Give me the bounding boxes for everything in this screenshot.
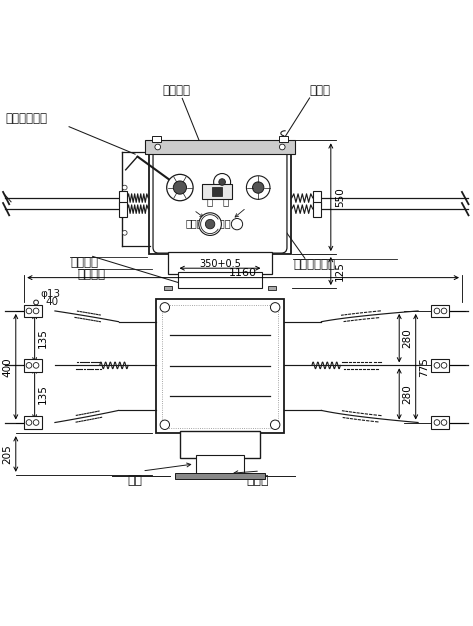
Bar [162, 304, 278, 428]
Text: 1160: 1160 [229, 268, 257, 278]
Text: 已储能: 已储能 [214, 218, 231, 228]
Circle shape [214, 173, 231, 190]
Text: 125: 125 [335, 261, 345, 281]
Bar [279, 136, 289, 142]
Circle shape [199, 213, 221, 235]
Circle shape [231, 218, 243, 230]
Bar [431, 305, 449, 317]
Text: 合: 合 [223, 197, 229, 207]
Circle shape [205, 219, 215, 229]
Circle shape [166, 175, 193, 201]
Text: 40: 40 [45, 297, 59, 307]
Text: 400: 400 [2, 357, 12, 377]
Bar [431, 359, 449, 371]
Text: 起吊钩: 起吊钩 [310, 84, 331, 97]
Bar [164, 286, 172, 290]
Circle shape [271, 420, 280, 429]
Text: 未储能: 未储能 [185, 218, 203, 228]
Text: 储能指示: 储能指示 [78, 268, 105, 280]
Text: 机构照: 机构照 [246, 475, 269, 487]
Bar [431, 416, 449, 429]
Circle shape [26, 308, 32, 314]
Bar [196, 455, 244, 475]
Text: φ13: φ13 [41, 289, 61, 299]
Text: 280: 280 [403, 328, 413, 348]
Text: 分: 分 [206, 197, 212, 207]
Text: 分合指示: 分合指示 [162, 85, 190, 98]
Circle shape [34, 300, 38, 305]
Text: 手动储能手柄: 手动储能手柄 [5, 112, 47, 125]
Text: 775: 775 [419, 357, 429, 377]
Bar [313, 190, 321, 205]
Circle shape [26, 419, 32, 425]
Text: 135: 135 [38, 328, 48, 348]
Text: 205: 205 [2, 444, 12, 464]
Bar [168, 252, 272, 274]
Bar [201, 183, 232, 198]
Circle shape [280, 144, 285, 150]
Bar [24, 416, 42, 429]
Bar [177, 272, 263, 288]
Circle shape [160, 302, 169, 312]
Bar [180, 431, 260, 458]
Bar [313, 202, 321, 217]
Circle shape [33, 419, 39, 425]
Bar [156, 299, 284, 433]
Bar [212, 187, 221, 195]
FancyBboxPatch shape [153, 144, 287, 253]
Text: 箱盖: 箱盖 [128, 475, 142, 487]
Circle shape [271, 302, 280, 312]
Circle shape [33, 308, 39, 314]
Circle shape [434, 362, 440, 368]
Circle shape [160, 420, 169, 429]
Bar [119, 202, 127, 217]
Text: 135: 135 [38, 384, 48, 404]
Circle shape [26, 362, 32, 368]
Circle shape [173, 181, 186, 194]
Text: 手动分合手柄: 手动分合手柄 [293, 259, 335, 271]
Bar [24, 359, 42, 371]
Text: 350+0.5: 350+0.5 [199, 259, 241, 269]
Circle shape [123, 185, 127, 190]
Bar [24, 305, 42, 317]
Bar [146, 140, 295, 153]
Circle shape [123, 230, 127, 235]
Circle shape [434, 308, 440, 314]
Text: 航空插座: 航空插座 [70, 257, 98, 269]
Bar [149, 143, 291, 254]
Text: 280: 280 [403, 384, 413, 404]
Circle shape [441, 308, 447, 314]
Bar [119, 190, 127, 205]
Bar [268, 286, 276, 290]
Circle shape [155, 144, 160, 150]
Circle shape [434, 419, 440, 425]
Circle shape [253, 182, 264, 193]
Circle shape [219, 178, 226, 185]
Bar [175, 473, 265, 480]
Circle shape [441, 419, 447, 425]
Circle shape [33, 362, 39, 368]
Bar [152, 136, 161, 142]
Circle shape [246, 176, 270, 199]
Circle shape [441, 362, 447, 368]
Text: 550: 550 [335, 187, 345, 207]
